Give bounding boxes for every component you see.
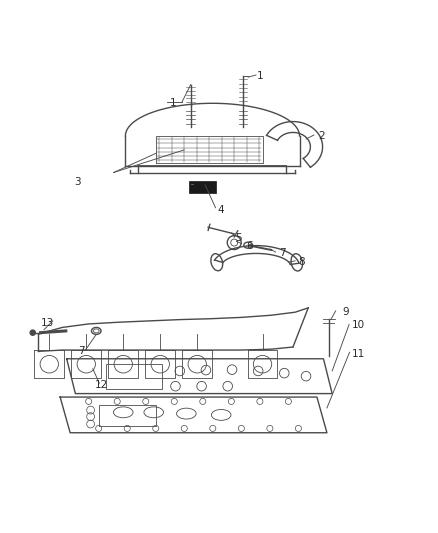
Bar	[99, 405, 156, 426]
Text: 1: 1	[170, 98, 177, 108]
Text: 10: 10	[352, 320, 365, 330]
Text: 7: 7	[279, 248, 286, 259]
Text: 2: 2	[318, 131, 325, 141]
Text: 9: 9	[342, 307, 349, 317]
Circle shape	[30, 330, 35, 335]
Text: 11: 11	[352, 349, 365, 359]
Text: 13: 13	[40, 318, 54, 328]
Bar	[106, 364, 162, 389]
Text: 12: 12	[95, 380, 108, 390]
Bar	[189, 181, 215, 193]
Text: 4: 4	[218, 205, 225, 215]
Text: 1: 1	[257, 71, 264, 81]
Text: 6: 6	[246, 240, 253, 251]
Text: 8: 8	[298, 257, 305, 267]
Text: 3: 3	[74, 176, 81, 187]
Text: 5: 5	[235, 233, 242, 243]
Text: 7: 7	[78, 346, 85, 357]
